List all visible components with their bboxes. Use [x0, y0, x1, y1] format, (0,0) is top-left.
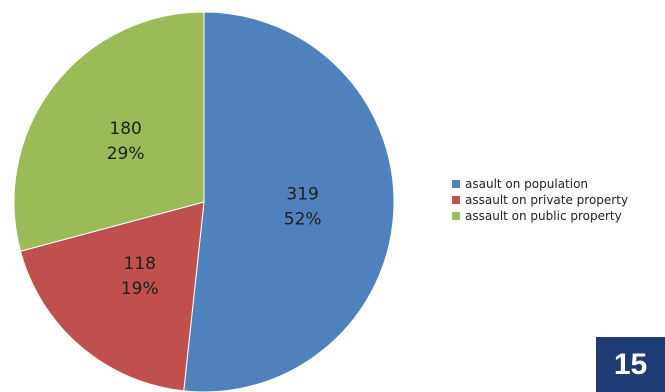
legend-swatch-private-property	[452, 196, 460, 204]
legend-item-public-property: assault on public property	[452, 208, 628, 224]
legend: asault on population assault on private …	[452, 176, 628, 224]
legend-item-private-property: assault on private property	[452, 192, 628, 208]
pie-slice-public-property	[13, 11, 205, 252]
slice-percent-label-population: 52%	[284, 209, 322, 229]
pie-slice-population	[183, 11, 395, 392]
legend-label-private-property: assault on private property	[465, 193, 629, 207]
slice-value-label-population: 319	[286, 184, 318, 204]
slice-percent-label-private-property: 19%	[121, 279, 159, 299]
slice-percent-label-public-property: 29%	[107, 144, 145, 164]
legend-label-public-property: assault on public property	[465, 209, 622, 223]
legend-swatch-public-property	[452, 212, 460, 220]
slice-value-label-private-property: 118	[124, 254, 156, 274]
pie-slices	[13, 11, 395, 392]
legend-label-population: asault on population	[465, 177, 589, 191]
page-number-badge: 15	[596, 337, 665, 392]
pie-slice-private-property	[19, 201, 205, 392]
slice-value-label-public-property: 180	[109, 119, 141, 139]
pie-data-labels: 319 52% 118 19% 180 29%	[107, 119, 322, 299]
legend-item-population: asault on population	[452, 176, 628, 192]
legend-swatch-population	[452, 180, 460, 188]
